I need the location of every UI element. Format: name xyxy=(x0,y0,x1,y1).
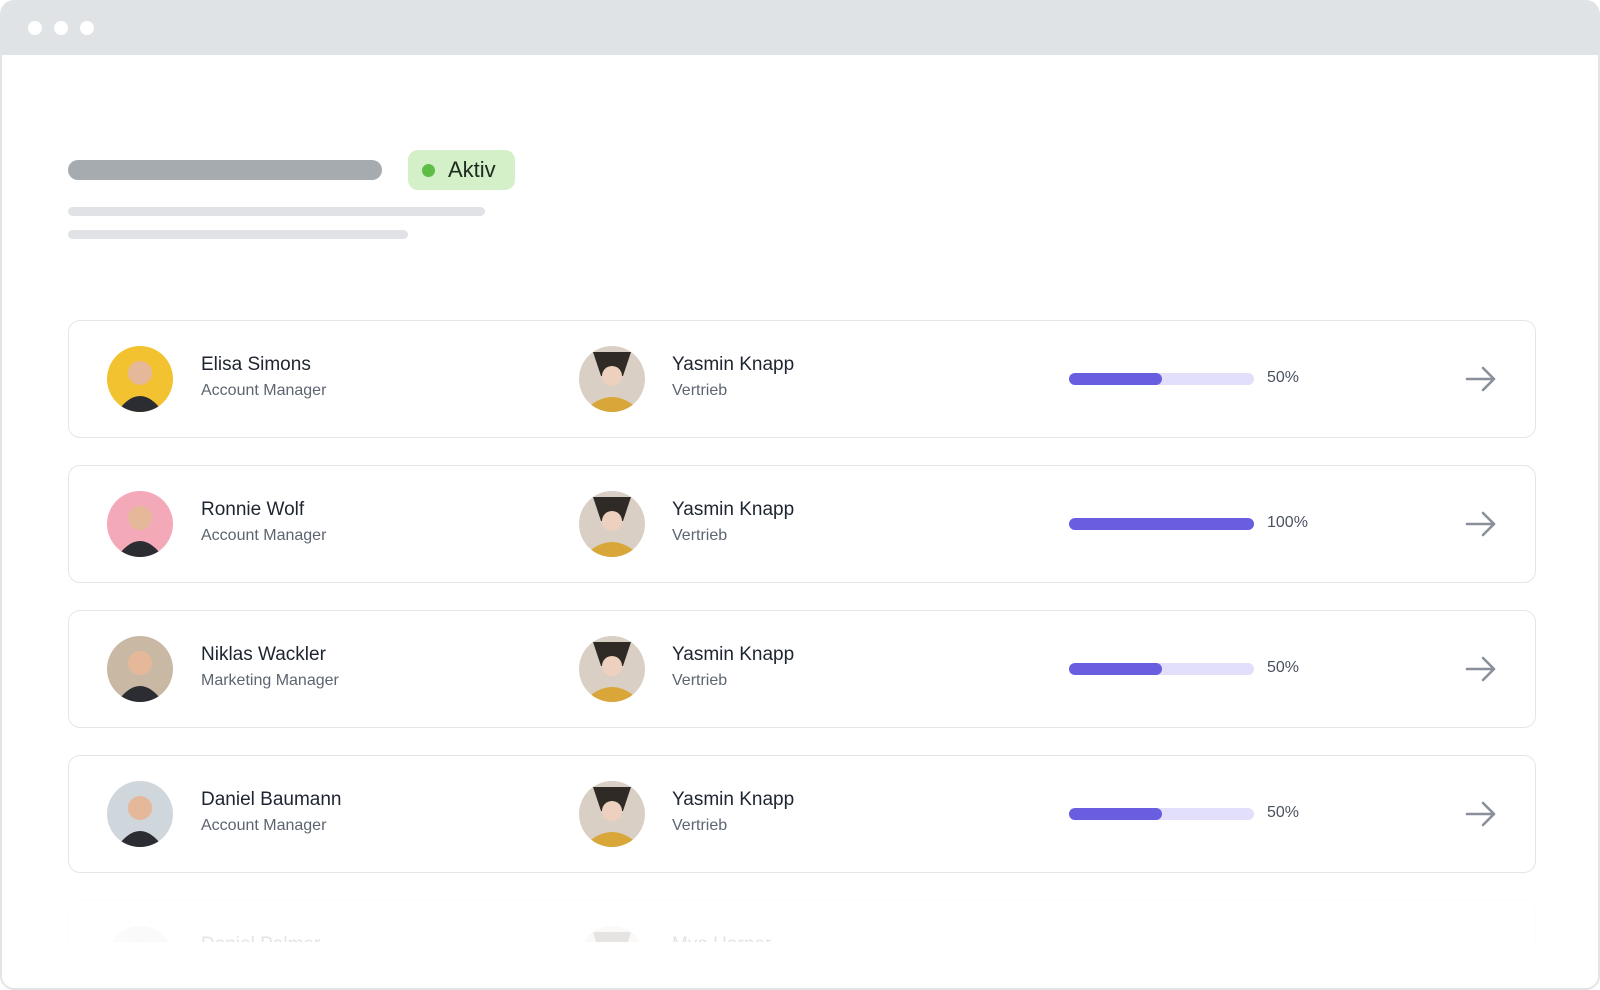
status-dot-icon xyxy=(422,163,435,177)
contact-name: Yasmin Knapp xyxy=(672,499,795,520)
contact-avatar xyxy=(579,491,645,557)
contact-name: Yasmin Knapp xyxy=(672,789,795,810)
window-close-dot[interactable] xyxy=(28,21,42,35)
progress-bar xyxy=(1069,808,1254,820)
person-role: Account Manager xyxy=(201,527,327,544)
contact-avatar xyxy=(579,781,645,847)
person-avatar xyxy=(107,346,173,412)
title-placeholder xyxy=(68,160,382,180)
person-name: Niklas Wackler xyxy=(201,644,326,665)
title-bar xyxy=(2,2,1598,55)
person-avatar xyxy=(107,781,173,847)
progress-fill xyxy=(1069,518,1254,530)
contact-name: Yasmin Knapp xyxy=(672,644,795,665)
person-name: Daniel Baumann xyxy=(201,789,342,810)
person-name: Ronnie Wolf xyxy=(201,499,305,520)
arrow-right-icon[interactable] xyxy=(1463,361,1499,397)
progress-label: 50% xyxy=(1267,369,1300,386)
bottom-fade xyxy=(2,942,1598,988)
contact-role: Vertrieb xyxy=(672,672,728,689)
window-maximize-dot[interactable] xyxy=(80,21,94,35)
list-item[interactable]: Niklas Wackler Marketing Manager Yasmin … xyxy=(68,610,1536,728)
list-item[interactable]: Elisa Simons Account Manager Yasmin Knap… xyxy=(68,320,1536,438)
contact-role: Vertrieb xyxy=(672,817,728,834)
person-role: Account Manager xyxy=(201,817,327,834)
contact-avatar xyxy=(579,346,645,412)
person-role: Account Manager xyxy=(201,382,327,399)
progress-label: 50% xyxy=(1267,659,1300,676)
progress-label: 100% xyxy=(1267,514,1308,531)
progress-fill xyxy=(1069,663,1162,675)
person-name: Elisa Simons xyxy=(201,354,311,375)
window-minimize-dot[interactable] xyxy=(54,21,68,35)
progress-label: 50% xyxy=(1267,804,1300,821)
contact-name: Yasmin Knapp xyxy=(672,354,795,375)
progress-fill xyxy=(1069,808,1162,820)
status-label: Aktiv xyxy=(448,157,496,182)
subtitle-placeholder xyxy=(68,207,485,216)
subtitle-placeholder-2 xyxy=(68,230,408,239)
progress-fill xyxy=(1069,373,1162,385)
progress-bar xyxy=(1069,373,1254,385)
person-avatar xyxy=(107,491,173,557)
arrow-right-icon[interactable] xyxy=(1463,796,1499,832)
progress-bar xyxy=(1069,663,1254,675)
arrow-right-icon[interactable] xyxy=(1463,651,1499,687)
person-avatar xyxy=(107,636,173,702)
status-badge: Aktiv xyxy=(408,150,515,190)
list-item[interactable]: Ronnie Wolf Account Manager Yasmin Knapp… xyxy=(68,465,1536,583)
person-role: Marketing Manager xyxy=(201,672,339,689)
progress-bar xyxy=(1069,518,1254,530)
arrow-right-icon[interactable] xyxy=(1463,506,1499,542)
contact-role: Vertrieb xyxy=(672,382,728,399)
contact-avatar xyxy=(579,636,645,702)
list-item[interactable]: Daniel Baumann Account Manager Yasmin Kn… xyxy=(68,755,1536,873)
contact-role: Vertrieb xyxy=(672,527,728,544)
